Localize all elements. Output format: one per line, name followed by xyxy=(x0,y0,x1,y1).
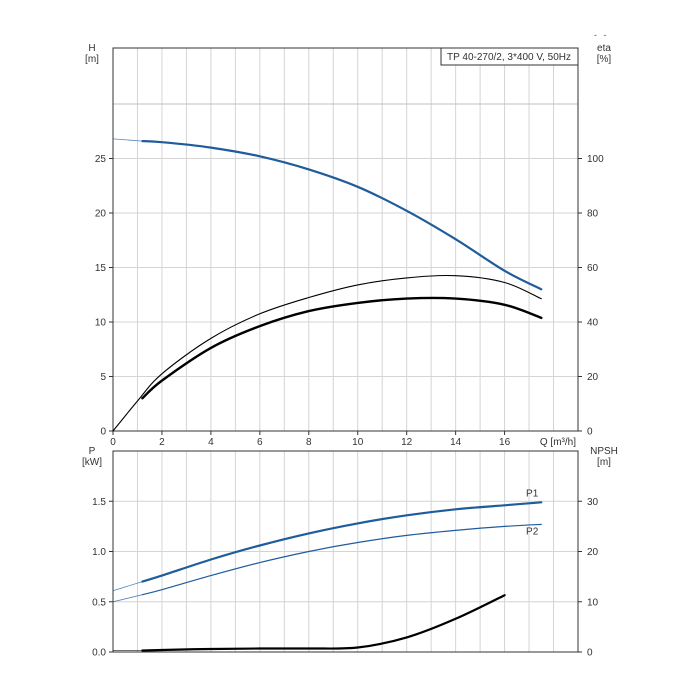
chart-panel-2: 0.0 0.5 1.0 1.5 0 10 20 30 P[kW] NPSH[m] P1 P2 xyxy=(82,446,618,659)
y-tick-label: 10 xyxy=(95,318,107,329)
x-axis-label: Q [m³/h] xyxy=(540,437,576,448)
x-tick-label: 2 xyxy=(159,437,165,448)
series-P2: P2 xyxy=(112,523,542,603)
series-label: P1 xyxy=(526,488,539,499)
y-axis-label: P xyxy=(89,446,96,457)
y2-axis-label: eta xyxy=(597,43,611,54)
series-line xyxy=(141,296,543,400)
y-tick-label: 1.0 xyxy=(92,547,106,558)
y2-axis-unit: [%] xyxy=(597,54,612,65)
x-tick-label: 0 xyxy=(110,437,116,448)
x-tick-label: 4 xyxy=(208,437,214,448)
series-extension xyxy=(112,594,143,603)
y-tick-label: 0.0 xyxy=(92,648,106,659)
y-axis-unit: [m] xyxy=(85,54,99,65)
y2-axis-unit: [m] xyxy=(597,457,611,468)
y2-tick-label: 0 xyxy=(587,427,593,438)
chart-title: TP 40-270/2, 3*400 V, 50Hz xyxy=(447,52,571,63)
y-axis-label: H xyxy=(88,43,95,54)
y2-tick-label: 40 xyxy=(587,318,599,329)
y2-axis-label: NPSH xyxy=(590,446,618,457)
chart-panel-1: 0 5 10 15 20 25 0 20 40 60 80 100 H[m] eta[%] 0 2 4 6 8 10 1… xyxy=(85,43,611,448)
y2-tick-label: 20 xyxy=(587,547,599,558)
series-P1: P1 xyxy=(112,488,543,592)
series-line xyxy=(141,140,543,291)
series-extension xyxy=(112,581,143,592)
series-label: P2 xyxy=(526,526,539,537)
y2-tick-label: 0 xyxy=(587,648,593,659)
y-tick-label: 5 xyxy=(100,372,106,383)
y2-tick-label: 20 xyxy=(587,372,599,383)
x-tick-label: 14 xyxy=(450,437,462,448)
y2-tick-label: 10 xyxy=(587,597,599,608)
series-curve-3 xyxy=(141,296,543,400)
series-line xyxy=(141,501,543,583)
x-tick-label: 12 xyxy=(401,437,413,448)
y-tick-label: 25 xyxy=(95,154,107,165)
series-line xyxy=(141,594,506,652)
y2-tick-label: 80 xyxy=(587,209,599,220)
x-tick-label: 6 xyxy=(257,437,263,448)
plot-frame xyxy=(112,47,579,432)
y-axis-unit: [kW] xyxy=(82,457,102,468)
series-curve-1 xyxy=(112,138,543,291)
y2-tick-label: 30 xyxy=(587,497,599,508)
y-tick-label: 15 xyxy=(95,263,107,274)
y2-tick-label: 60 xyxy=(587,263,599,274)
x-tick-label: 16 xyxy=(499,437,511,448)
series-line xyxy=(112,274,542,432)
series-line xyxy=(141,523,542,596)
y-tick-label: 1.5 xyxy=(92,497,106,508)
y-tick-label: 20 xyxy=(95,209,107,220)
series-curve-2 xyxy=(112,274,542,432)
series-curve-3 xyxy=(113,594,506,652)
series-extension xyxy=(112,138,143,142)
y-tick-label: 0 xyxy=(100,427,106,438)
x-tick-label: 8 xyxy=(306,437,312,448)
y-tick-label: 0.5 xyxy=(92,597,106,608)
chart-title-frame xyxy=(440,47,579,66)
corner-mark: - - xyxy=(594,30,609,40)
x-tick-label: 10 xyxy=(352,437,364,448)
y2-tick-label: 100 xyxy=(587,154,604,165)
chart-title-box: TP 40-270/2, 3*400 V, 50Hz xyxy=(440,47,579,66)
